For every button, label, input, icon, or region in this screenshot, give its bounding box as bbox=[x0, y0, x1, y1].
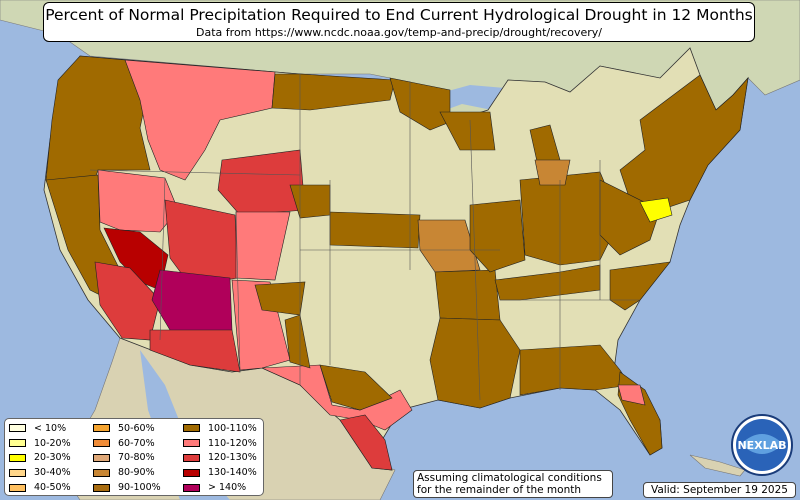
legend-swatch bbox=[9, 424, 26, 433]
legend-item: 120-130% bbox=[183, 451, 257, 466]
region-florida-ne bbox=[617, 384, 646, 406]
region-west-texas-strip bbox=[284, 314, 311, 369]
region-gulf-coast bbox=[519, 344, 631, 396]
legend-item: 110-120% bbox=[183, 436, 257, 451]
legend-label: > 140% bbox=[208, 482, 247, 494]
region-northeast bbox=[619, 74, 749, 211]
legend-column-2: 50-60% 60-70% 70-80% 80-90% 90-100% bbox=[93, 421, 161, 495]
region-wyoming bbox=[217, 149, 306, 216]
legend-swatch bbox=[183, 453, 200, 462]
legend-swatch bbox=[93, 483, 110, 492]
legend-item: 40-50% bbox=[9, 480, 71, 495]
region-arizona bbox=[149, 329, 241, 373]
note-line-2: for the remainder of the month bbox=[417, 484, 582, 496]
legend-item: 20-30% bbox=[9, 451, 71, 466]
legend-item: 100-110% bbox=[183, 421, 257, 436]
region-south-texas bbox=[339, 414, 393, 471]
legend-item: 130-140% bbox=[183, 465, 257, 480]
legend-label: 110-120% bbox=[208, 437, 257, 449]
legend-column-3: 100-110% 110-120% 120-130% 130-140% > 140% bbox=[183, 421, 257, 495]
legend-item: < 10% bbox=[9, 421, 71, 436]
legend-label: 60-70% bbox=[118, 437, 155, 449]
legend-item: 10-20% bbox=[9, 436, 71, 451]
legend-swatch bbox=[183, 424, 200, 433]
legend-item: 70-80% bbox=[93, 451, 161, 466]
legend-label: 20-30% bbox=[34, 452, 71, 464]
region-michigan-south bbox=[534, 159, 571, 186]
region-carolinas bbox=[609, 261, 671, 311]
title-box: Percent of Normal Precipitation Required… bbox=[43, 2, 755, 42]
region-oklahoma-panhandle bbox=[254, 281, 306, 316]
region-louisiana bbox=[429, 317, 521, 409]
note-line-1: Assuming climatological conditions bbox=[417, 472, 602, 484]
valid-date: Valid: September 19 2025 bbox=[643, 482, 796, 498]
legend-swatch bbox=[9, 468, 26, 477]
legend-swatch bbox=[93, 424, 110, 433]
legend: < 10% 10-20% 20-30% 30-40% 40-50% 50-60% 60-7… bbox=[4, 418, 264, 496]
baja-sea bbox=[140, 350, 230, 500]
legend-column-1: < 10% 10-20% 20-30% 30-40% 40-50% bbox=[9, 421, 71, 495]
legend-label: 40-50% bbox=[34, 482, 71, 494]
region-colorado bbox=[235, 211, 291, 281]
region-arkansas bbox=[434, 269, 501, 321]
region-wisconsin bbox=[439, 111, 496, 151]
legend-swatch bbox=[183, 483, 200, 492]
map-title: Percent of Normal Precipitation Required… bbox=[45, 6, 753, 24]
legend-swatch bbox=[183, 468, 200, 477]
legend-swatch bbox=[9, 439, 26, 448]
legend-label: 90-100% bbox=[118, 482, 161, 494]
region-maryland bbox=[639, 197, 673, 223]
legend-label: 10-20% bbox=[34, 437, 71, 449]
legend-label: < 10% bbox=[34, 422, 67, 434]
region-texas-central bbox=[319, 364, 393, 411]
legend-swatch bbox=[9, 483, 26, 492]
legend-label: 100-110% bbox=[208, 422, 257, 434]
legend-label: 130-140% bbox=[208, 467, 257, 479]
cuba-outline bbox=[689, 454, 746, 477]
legend-item: 50-60% bbox=[93, 421, 161, 436]
legend-label: 120-130% bbox=[208, 452, 257, 464]
legend-item: 30-40% bbox=[9, 465, 71, 480]
legend-swatch bbox=[183, 439, 200, 448]
legend-swatch bbox=[93, 453, 110, 462]
region-kansas-strip bbox=[329, 211, 421, 249]
legend-item: 80-90% bbox=[93, 465, 161, 480]
legend-label: 80-90% bbox=[118, 467, 155, 479]
region-new-mexico bbox=[231, 279, 291, 371]
legend-swatch bbox=[93, 468, 110, 477]
logo-text: NEXLAB bbox=[737, 439, 786, 452]
region-west-texas bbox=[261, 364, 413, 431]
region-illinois bbox=[469, 199, 526, 273]
legend-item: > 140% bbox=[183, 480, 257, 495]
assumption-note: Assuming climatological conditions for t… bbox=[413, 470, 613, 498]
legend-swatch bbox=[9, 453, 26, 462]
legend-swatch bbox=[93, 439, 110, 448]
state-borders bbox=[89, 74, 640, 401]
region-upper-midwest bbox=[389, 77, 451, 131]
nexlab-logo: NEXLAB bbox=[731, 414, 793, 476]
map-subtitle: Data from https://www.ncdc.noaa.gov/temp… bbox=[196, 26, 602, 39]
legend-label: 30-40% bbox=[34, 467, 71, 479]
legend-label: 50-60% bbox=[118, 422, 155, 434]
legend-label: 70-80% bbox=[118, 452, 155, 464]
legend-item: 60-70% bbox=[93, 436, 161, 451]
legend-item: 90-100% bbox=[93, 480, 161, 495]
